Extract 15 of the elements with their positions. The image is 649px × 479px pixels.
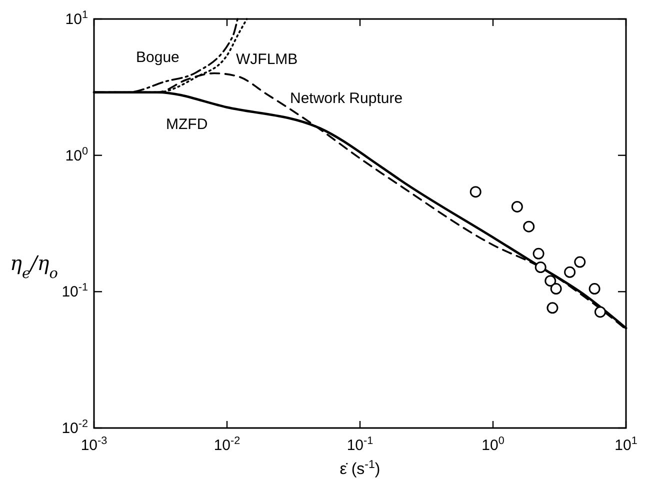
y-tick-label: 10$^{-2}$ xyxy=(62,418,88,437)
series-label: Network Rupture xyxy=(290,90,403,107)
series-label: Bogue xyxy=(136,49,180,66)
y-axis-title: η$_{e}$/η$_{o}$ xyxy=(10,250,58,282)
series-label: MZFD xyxy=(166,116,208,133)
x-tick-label: 10$^{0}$ xyxy=(482,435,504,454)
x-tick-label: 10$^{-3}$ xyxy=(80,435,108,454)
y-tick-label: 10$^{0}$ xyxy=(65,145,88,164)
x-tick-label: 10$^{1}$ xyxy=(614,435,638,454)
x-axis-title: ε̇ (s$^{-1}$) xyxy=(340,459,380,478)
x-tick-label: 10$^{-2}$ xyxy=(214,435,240,454)
series-label: WJFLMB xyxy=(236,51,298,68)
y-tick-label: 10$^{-1}$ xyxy=(62,282,88,301)
x-tick-label: 10$^{-1}$ xyxy=(346,435,374,454)
y-tick-label: 10$^{1}$ xyxy=(65,9,88,28)
